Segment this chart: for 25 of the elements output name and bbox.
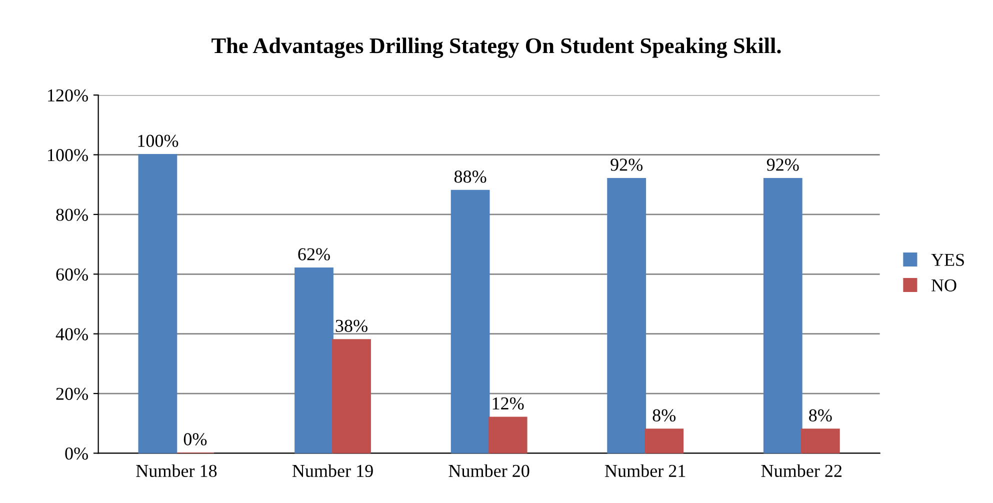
y-tick-label: 40%	[56, 328, 88, 340]
y-tick-label: 60%	[56, 268, 88, 281]
data-label: 62%	[298, 248, 330, 260]
legend-label: YES	[931, 254, 964, 266]
chart-title: The Advantages Drilling Stategy On Student Speaking Skill.	[212, 38, 781, 58]
data-label: 12%	[492, 397, 524, 410]
x-tick-label: Number 20	[448, 464, 530, 478]
legend-label: NO	[931, 279, 956, 292]
data-label: 8%	[652, 409, 676, 422]
y-tick-label: 100%	[48, 149, 88, 162]
data-label: 8%	[809, 409, 832, 422]
data-label: 92%	[610, 158, 643, 171]
y-tick-label: 80%	[56, 208, 88, 221]
data-label: 92%	[766, 158, 799, 171]
x-tick-label: Number 22	[761, 464, 842, 478]
data-label: 88%	[454, 170, 486, 183]
y-tick-label: 0%	[65, 447, 88, 460]
data-label: 38%	[336, 320, 368, 332]
x-tick-label: Number 21	[605, 464, 686, 478]
y-tick-label: 20%	[56, 388, 88, 400]
x-tick-label: Number 19	[292, 464, 373, 478]
y-tick-label: 120%	[48, 89, 88, 102]
data-label: 100%	[138, 134, 178, 147]
x-tick-label: Number 18	[136, 464, 217, 478]
data-label: 0%	[184, 433, 207, 446]
